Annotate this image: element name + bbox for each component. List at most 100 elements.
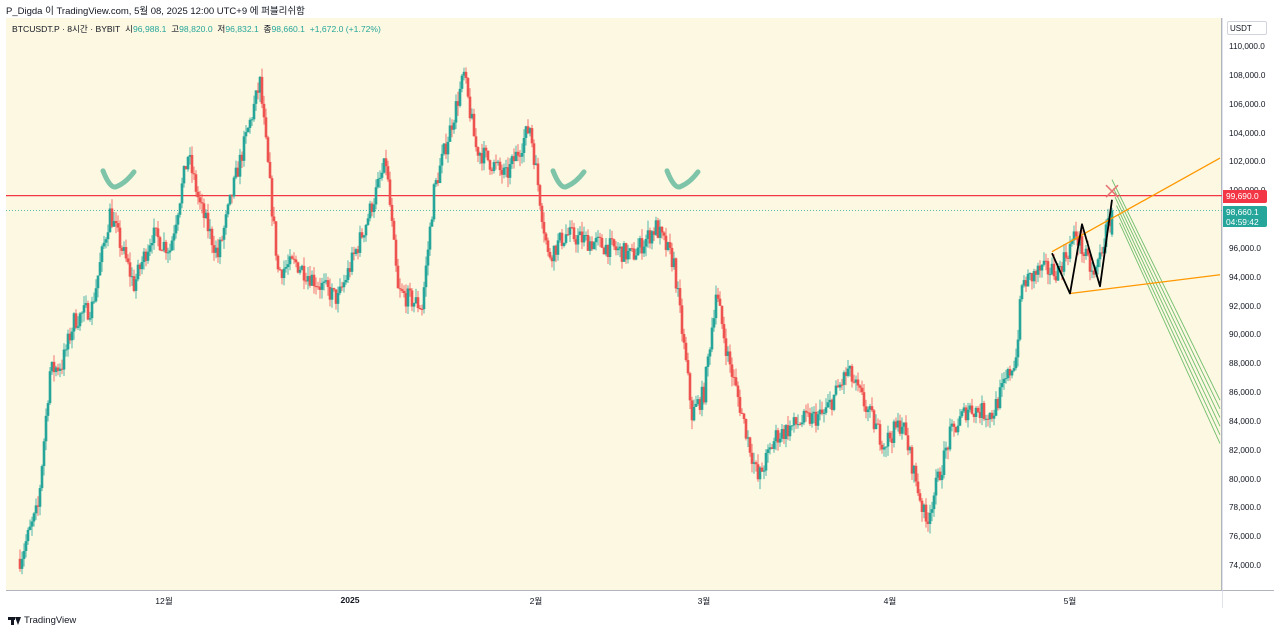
candle-body xyxy=(514,151,518,162)
time-tick-label: 3월 xyxy=(697,596,711,606)
candle-body xyxy=(328,287,332,300)
candle-body xyxy=(392,220,396,240)
candle-body xyxy=(816,414,820,426)
candle-body xyxy=(866,409,870,413)
candle-body xyxy=(744,418,748,439)
tradingview-logo-icon xyxy=(8,616,21,625)
price-axis[interactable]: USDT 110,000.0 108,000.0 106,000.0 104,000.… xyxy=(1222,18,1274,590)
candle-body xyxy=(466,78,470,97)
candle-body xyxy=(78,313,82,327)
candle-body xyxy=(432,184,436,220)
candle-body xyxy=(590,241,594,250)
candle-body xyxy=(852,381,856,383)
legend-symbol[interactable]: BTCUSDT.P · 8시간 · BYBIT xyxy=(12,24,121,34)
candle-body xyxy=(788,425,792,437)
candle-body xyxy=(264,117,268,138)
candle-body xyxy=(674,258,678,289)
chart-pane[interactable]: BTCUSDT.P · 8시간 · BYBIT 시96,988.1 고98,82… xyxy=(6,18,1222,590)
candle-body xyxy=(338,286,342,293)
candle-body xyxy=(596,236,600,238)
candle-body xyxy=(1010,370,1014,376)
candle-body xyxy=(450,125,454,130)
candle-body xyxy=(586,235,590,251)
candle-body xyxy=(694,403,698,407)
candle-body xyxy=(782,429,786,440)
candle-body xyxy=(232,177,236,197)
candle-body xyxy=(136,264,140,280)
candle-body xyxy=(1024,280,1028,287)
candle-body xyxy=(368,203,372,219)
candle-body xyxy=(526,126,530,134)
candle-body xyxy=(786,425,790,437)
candle-body xyxy=(906,435,910,451)
candle-body xyxy=(30,521,34,527)
legend-open: 96,988.1 xyxy=(133,24,167,34)
candle-body xyxy=(428,226,432,250)
candle-body xyxy=(896,420,900,428)
candle-body xyxy=(410,290,414,307)
time-tick-label: 12월 xyxy=(155,596,173,606)
candle-body xyxy=(290,256,294,259)
candle-body xyxy=(334,289,338,304)
candle-body xyxy=(1000,382,1004,388)
chart-svg[interactable] xyxy=(6,18,1222,590)
candle-body xyxy=(748,437,752,453)
candle-body xyxy=(292,258,296,260)
candle-body xyxy=(810,413,814,424)
candle-body xyxy=(1058,265,1062,267)
candle-body xyxy=(1108,218,1112,226)
candle-body xyxy=(1032,271,1036,282)
candle-body xyxy=(842,372,846,385)
candle-body xyxy=(870,406,874,411)
candle-body xyxy=(584,235,588,237)
candle-body xyxy=(644,238,648,247)
time-axis[interactable]: 12월 2025 2월 3월 4월 5월 xyxy=(6,590,1222,608)
candle-body xyxy=(548,251,552,258)
candle-body xyxy=(176,214,180,225)
candle-body xyxy=(562,242,566,246)
candle-body xyxy=(914,465,918,482)
candle-body xyxy=(838,384,842,388)
candle-body xyxy=(492,162,496,171)
candle-body xyxy=(502,167,506,175)
candle-body xyxy=(922,504,926,512)
candle-body xyxy=(626,250,630,260)
candle-body xyxy=(308,276,312,286)
candle-body xyxy=(244,132,248,137)
candle-body xyxy=(212,245,216,253)
candle-body xyxy=(256,90,260,93)
candle-body xyxy=(642,246,646,254)
candle-body xyxy=(580,231,584,243)
candle-body xyxy=(382,158,386,173)
candle-body xyxy=(384,158,388,167)
candle-body xyxy=(218,239,222,258)
candle-body xyxy=(1066,257,1070,259)
candle-body xyxy=(988,412,992,420)
candle-body xyxy=(1068,243,1072,259)
price-tick-label: 104,000.0 xyxy=(1229,128,1266,138)
candle-body xyxy=(360,232,364,238)
candle-body xyxy=(56,367,60,371)
x-mark-stroke-b xyxy=(1105,184,1119,198)
candle-body xyxy=(130,276,134,278)
candle-body xyxy=(570,227,574,229)
candle-body xyxy=(520,152,524,157)
candle-body xyxy=(902,422,906,427)
candle-body xyxy=(594,237,598,243)
candle-body xyxy=(470,113,474,119)
legend-change: +1,672.0 (+1.72%) xyxy=(309,24,381,34)
candle-body xyxy=(358,232,362,253)
candle-body xyxy=(386,166,390,180)
candle-body xyxy=(862,392,866,407)
candle-body xyxy=(806,412,810,414)
candle-body xyxy=(1008,369,1012,376)
tradingview-logo[interactable]: TradingView xyxy=(8,615,76,626)
currency-selector[interactable]: USDT xyxy=(1227,21,1267,35)
candle-body xyxy=(140,262,144,270)
candle-body xyxy=(1060,265,1064,272)
candle-body xyxy=(168,250,172,253)
candle-body xyxy=(1018,299,1022,340)
candle-body xyxy=(958,416,962,426)
candle-body xyxy=(832,394,836,410)
candle-body xyxy=(542,221,546,234)
